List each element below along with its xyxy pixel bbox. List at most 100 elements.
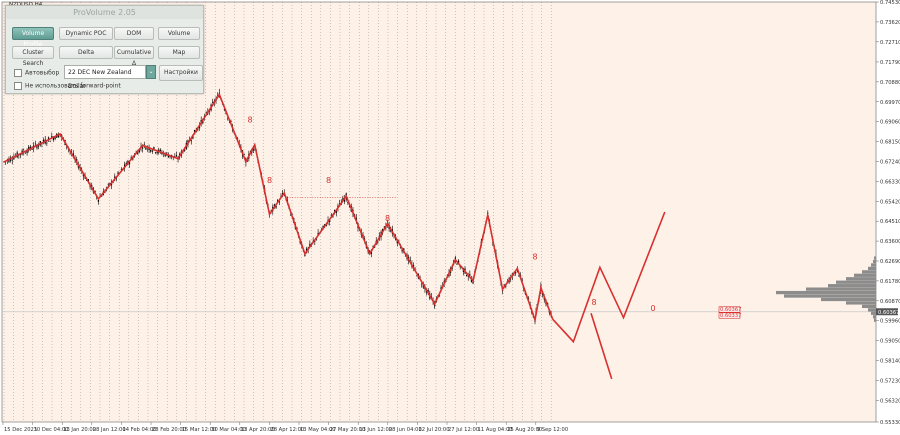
candle-body bbox=[470, 279, 473, 282]
map-button[interactable]: Map bbox=[158, 46, 200, 59]
x-tick-label: 15 Mar 12:00 bbox=[182, 427, 217, 433]
candle-body bbox=[164, 153, 166, 157]
auto-select-checkbox[interactable]: Автовыбор bbox=[14, 69, 59, 77]
x-tick-label: 28 Jan 12:00 bbox=[93, 427, 126, 433]
x-tick-label: 28 Apr 12:00 bbox=[270, 427, 304, 433]
candle-body bbox=[137, 151, 139, 155]
candle-body bbox=[280, 196, 282, 197]
x-tick-label: 15 Dec 2021 bbox=[4, 427, 37, 433]
cumulative-delta-button[interactable]: Cumulative Δ bbox=[114, 46, 154, 67]
y-tick-label: 0.57230 bbox=[880, 378, 900, 384]
candle-body bbox=[167, 155, 169, 158]
candle-body bbox=[46, 142, 48, 144]
price-box-label: 0.60367 bbox=[720, 307, 741, 313]
candle-body bbox=[34, 143, 36, 145]
candle-body bbox=[177, 159, 179, 160]
candle-body bbox=[401, 249, 403, 252]
delta-button[interactable]: Delta bbox=[59, 46, 113, 59]
checkbox-box[interactable] bbox=[14, 69, 22, 77]
x-tick-label: 13 May 04:00 bbox=[300, 427, 336, 433]
candle-body bbox=[404, 255, 407, 257]
candle-body bbox=[166, 152, 168, 154]
volume-profile-bar bbox=[868, 266, 876, 271]
forward-point-label: Не использовать forward-point bbox=[25, 82, 121, 90]
candle-body bbox=[335, 210, 337, 214]
chart-border bbox=[1, 1, 877, 423]
y-tick-label: 0.64510 bbox=[880, 219, 900, 225]
candle-body bbox=[42, 139, 45, 143]
y-tick-label: 0.71790 bbox=[880, 60, 900, 66]
candle-body bbox=[275, 205, 277, 208]
candle-body bbox=[270, 210, 272, 211]
candle-body bbox=[128, 162, 131, 165]
panel-title: ProVolume 2.05 bbox=[6, 6, 203, 19]
x-tick-label: 25 Aug 20:00 bbox=[507, 427, 542, 433]
dom-button[interactable]: DOM bbox=[114, 27, 154, 40]
candle-body bbox=[309, 243, 311, 248]
candle-body bbox=[372, 245, 374, 247]
candle-body bbox=[107, 184, 109, 185]
volume-profile-bar bbox=[806, 287, 876, 291]
y-tick-label: 0.59050 bbox=[880, 339, 900, 345]
candle-body bbox=[230, 121, 232, 122]
candle-body bbox=[38, 145, 40, 147]
volume-profile-bar bbox=[836, 280, 876, 284]
x-tick-label: 11 Aug 04:00 bbox=[478, 427, 513, 433]
volume-profile-bar bbox=[873, 259, 876, 264]
zigzag-label: 8 bbox=[591, 298, 596, 307]
volume-profile-bar bbox=[862, 304, 876, 309]
candle-body bbox=[421, 283, 423, 285]
candle-body bbox=[145, 147, 147, 150]
candle-body bbox=[325, 225, 327, 227]
candle-body bbox=[153, 146, 155, 150]
candle-body bbox=[505, 285, 507, 287]
y-tick-label: 0.60870 bbox=[880, 299, 900, 305]
symbol-select[interactable]: 22 DEC New Zealand Dollar bbox=[64, 65, 146, 90]
volume-profile-button[interactable]: Volume Profile bbox=[12, 27, 54, 48]
y-tick-label: 0.61780 bbox=[880, 279, 900, 285]
candle-body bbox=[467, 276, 469, 278]
volume-profile-bar bbox=[874, 256, 876, 260]
candle-body bbox=[347, 202, 349, 203]
chevron-down-icon[interactable]: ⌄ bbox=[146, 65, 156, 79]
dynamic-poc-button[interactable]: Dynamic POC bbox=[59, 27, 113, 40]
volume-profile-bar bbox=[873, 315, 876, 319]
provolume-panel: ProVolume 2.05 Volume Profile Dynamic PO… bbox=[5, 5, 204, 94]
volume-profile-bar bbox=[821, 297, 876, 302]
current-price-tag-label: 0.60367 bbox=[878, 310, 899, 316]
volume-profile-bar bbox=[846, 301, 876, 305]
candle-body bbox=[114, 176, 116, 179]
forward-point-checkbox[interactable]: Не использовать forward-point bbox=[14, 82, 121, 90]
y-tick-label: 0.59960 bbox=[880, 319, 900, 325]
y-tick-label: 0.58140 bbox=[880, 359, 900, 365]
candle-body bbox=[154, 152, 157, 153]
zigzag-label: 8 bbox=[267, 176, 272, 185]
candle-body bbox=[31, 149, 33, 150]
candle-body bbox=[383, 226, 385, 228]
candle-body bbox=[330, 214, 332, 216]
candle-body bbox=[440, 287, 442, 290]
volume-profile-bar bbox=[828, 284, 876, 288]
candle-body bbox=[52, 137, 55, 140]
cluster-search-button[interactable]: Cluster Search bbox=[12, 46, 54, 67]
candle-body bbox=[24, 152, 27, 154]
volume-button[interactable]: Volume bbox=[158, 27, 200, 40]
candle-body bbox=[19, 154, 22, 156]
candle-body bbox=[26, 150, 28, 154]
candle-body bbox=[143, 143, 145, 145]
checkbox-box[interactable] bbox=[14, 82, 22, 90]
candle-body bbox=[457, 260, 460, 264]
projection-line-alt bbox=[590, 313, 613, 380]
candle-body bbox=[82, 174, 84, 177]
volume-profile-bar bbox=[862, 270, 876, 274]
candle-body bbox=[427, 289, 429, 293]
x-tick-label: 28 Feb 20:00 bbox=[152, 427, 186, 433]
candle-body bbox=[36, 145, 38, 149]
candle-body bbox=[150, 150, 152, 152]
settings-button[interactable]: Настройки bbox=[159, 65, 203, 81]
projection-line bbox=[552, 211, 666, 344]
y-tick-label: 0.69970 bbox=[880, 100, 900, 106]
candle-body bbox=[190, 140, 192, 142]
candle-body bbox=[51, 135, 53, 138]
